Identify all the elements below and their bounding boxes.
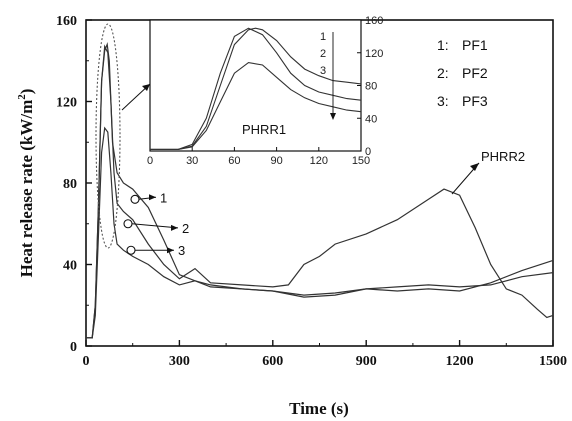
inset-x-tick-label: 60: [228, 155, 240, 167]
curve-marker-circle-1: [131, 195, 139, 203]
x-tick-label: 900: [356, 354, 377, 369]
inset-y-tick-label: 120: [365, 48, 383, 60]
inset-label-phrr1: PHRR1: [242, 122, 286, 137]
inset-y-tick-label: 160: [365, 15, 383, 27]
inset-y-tick-label: 0: [365, 146, 371, 158]
inset-y-tick-label: 80: [365, 81, 377, 93]
curve-marker-circle-3: [127, 246, 135, 254]
x-tick-label: 600: [262, 354, 283, 369]
inset-x-tick-label: 30: [186, 155, 198, 167]
x-tick-label: 300: [169, 354, 190, 369]
y-axis-label-main: Heat release rate (kW/m: [17, 100, 36, 278]
curve-label-2: 2: [182, 221, 189, 236]
y-tick-label: 120: [56, 96, 77, 111]
curve-label-3: 3: [178, 243, 185, 258]
curve-marker-circle-2: [124, 220, 132, 228]
y-axis-label: Heat release rate (kW/m2): [16, 89, 36, 278]
inset-curve-label-2: 2: [320, 48, 326, 60]
inset-x-tick-label: 120: [310, 155, 328, 167]
curve-marker-arrowhead-2: [171, 225, 178, 231]
y-tick-label: 160: [56, 14, 77, 29]
curve-marker-arrowhead-1: [149, 194, 156, 200]
phrr2-label: PHRR2: [481, 149, 525, 164]
legend-label-1: PF1: [462, 37, 488, 53]
phrr2-arrow-head: [470, 163, 479, 171]
legend-number-1: 1:: [437, 37, 449, 53]
legend-number-3: 3:: [437, 93, 449, 109]
y-tick-label: 80: [63, 177, 77, 192]
inset-x-tick-label: 90: [270, 155, 282, 167]
y-axis-label-end: ): [17, 89, 36, 95]
inset-curve-label-3: 3: [320, 65, 326, 77]
y-tick-label: 0: [70, 340, 77, 355]
legend-label-3: PF3: [462, 93, 488, 109]
inset-curve-label-1: 1: [320, 31, 326, 43]
x-tick-label: 1200: [446, 354, 474, 369]
legend-label-2: PF2: [462, 65, 488, 81]
x-tick-label: 0: [83, 354, 90, 369]
legend: 1: PF1 2: PF2 3: PF3: [437, 37, 488, 109]
curve-label-1: 1: [160, 190, 167, 205]
x-axis-label: Time (s): [289, 399, 349, 418]
inset-y-tick-label: 40: [365, 113, 377, 125]
x-tick-label: 1500: [539, 354, 567, 369]
y-tick-label: 40: [63, 259, 77, 274]
legend-number-2: 2:: [437, 65, 449, 81]
inset-x-tick-label: 0: [147, 155, 153, 167]
curve-marker-arrowhead-3: [167, 247, 174, 253]
